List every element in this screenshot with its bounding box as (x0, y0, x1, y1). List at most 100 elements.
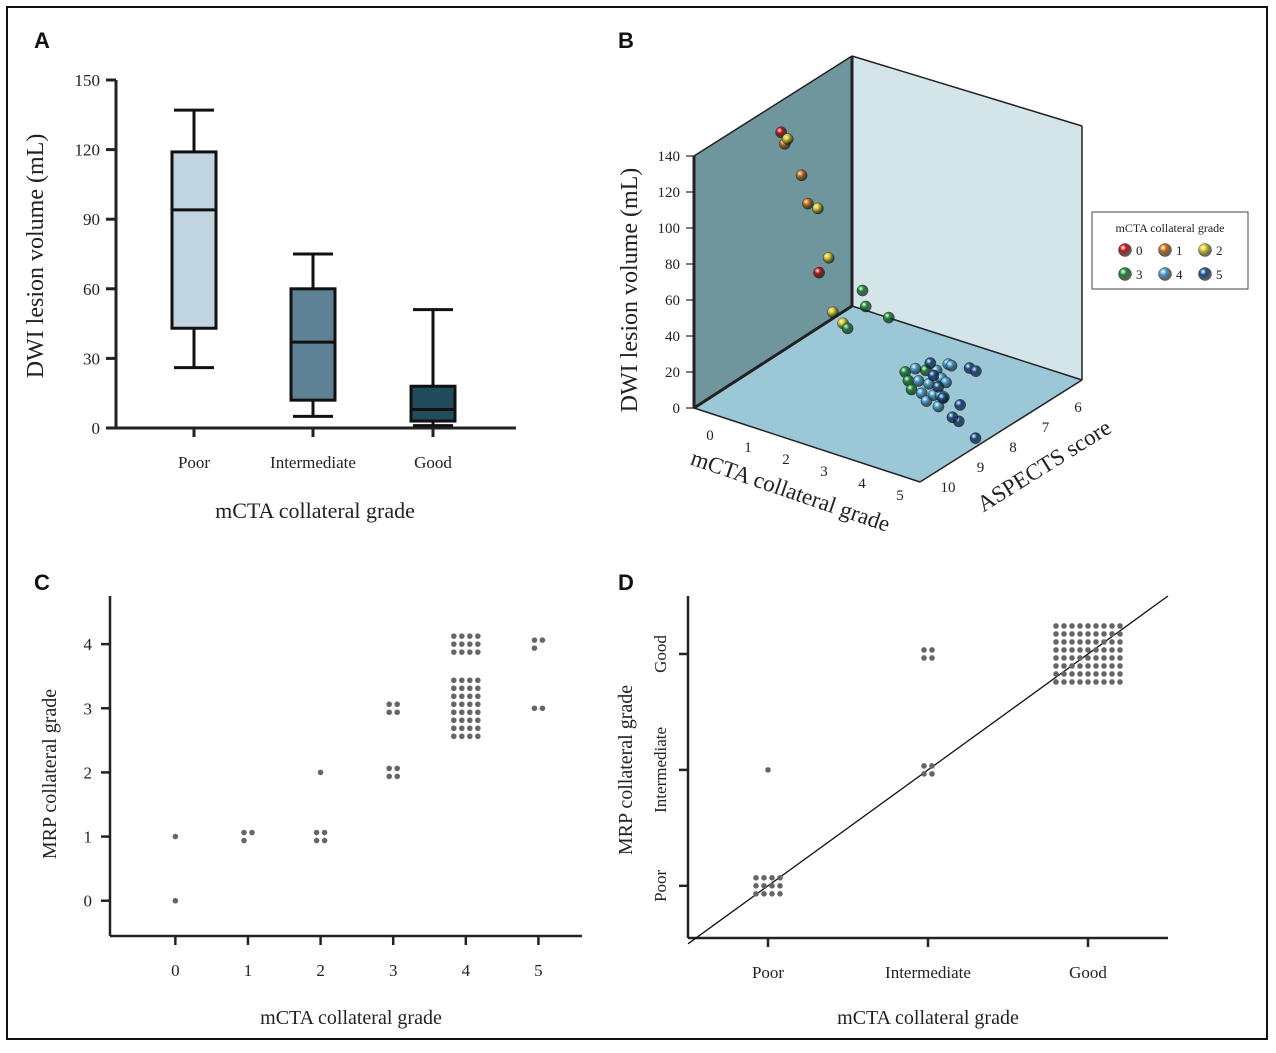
panel-b-point-grade-5 (969, 432, 982, 444)
panel-c-x-tick-label: 4 (462, 961, 471, 980)
panel-c-dot (451, 649, 457, 655)
panel-d-dot (1069, 679, 1075, 685)
panel-b-legend-label: 2 (1216, 243, 1223, 258)
panel-d-dot (1069, 631, 1075, 637)
panel-d-dot (1101, 639, 1107, 645)
panel-b-x-tick-label: 3 (820, 464, 828, 480)
panel-a-y-tick-label: 120 (75, 141, 101, 160)
panel-c-dot (249, 829, 255, 836)
panel-d-dot (921, 647, 927, 653)
panel-c-dot (459, 709, 465, 716)
panel-a-box-body (170, 150, 218, 330)
panel-d-dot (777, 875, 783, 881)
panel-c-dot (467, 633, 473, 639)
panel-a-x-tick-label: Good (414, 453, 452, 472)
panel-c-y-tick-label: 3 (84, 699, 93, 718)
panel-d-y-tick-label: Intermediate (651, 727, 670, 813)
panel-b-x-tick-label: 2 (782, 452, 790, 468)
panel-c-dot (172, 897, 179, 904)
panel-b-legend-marker (1158, 243, 1172, 257)
panel-d-dot (1053, 639, 1059, 645)
panel-a-y-tick-label: 60 (83, 280, 100, 299)
panel-c-dot (241, 837, 247, 844)
panel-b-point-grade-0 (813, 266, 825, 279)
panel-d-dot (1077, 663, 1083, 669)
panel-c-x-tick-label: 1 (244, 961, 253, 980)
panel-d-dot (1117, 631, 1123, 637)
panel-c-dot (459, 677, 465, 684)
panel-c-cluster-0-0 (172, 897, 179, 904)
panel-d-dot (1061, 671, 1067, 677)
panel-d-dot (1101, 647, 1107, 653)
panel-c-cluster-1-1 (241, 829, 255, 844)
panel-b-point-grade-4 (909, 362, 922, 375)
panel-d-dot (1053, 647, 1059, 653)
panel-d-dot (753, 891, 759, 897)
panel-b-point-grade-5 (932, 381, 945, 393)
panel-c-dot (451, 685, 457, 692)
panel-c-x-tick-label: 5 (534, 961, 543, 980)
panel-d-dot (777, 883, 783, 889)
panel-b-left-wall (694, 56, 852, 408)
panel-c-dot (459, 725, 465, 732)
panel-d-dot (921, 771, 927, 777)
panel-d-dot (1101, 671, 1107, 677)
panel-b-point-grade-5 (946, 411, 959, 424)
panel-a-y-tick-label: 30 (83, 349, 100, 368)
panel-c-cluster-2-2 (317, 769, 324, 776)
panel-d-dot (1085, 639, 1091, 645)
panel-c-cluster-5-3 (531, 705, 546, 712)
panel-c-dot (467, 685, 473, 692)
panel-c-dot (539, 637, 546, 643)
panel-c-dot (451, 725, 457, 732)
panel-d-dot (1085, 631, 1091, 637)
panel-d-y-tick-label: Good (651, 635, 670, 673)
panel-c-dot (459, 633, 465, 639)
panel-b-z-tick-label: 100 (658, 221, 681, 237)
panel-d-dot (1109, 663, 1115, 669)
panel-d-dot (1053, 671, 1059, 677)
panel-d-dot (769, 883, 775, 889)
panel-d-dot (929, 763, 935, 769)
panel-c-dot (451, 641, 457, 647)
panel-d-dot (921, 763, 927, 769)
panel-d-dot (1117, 623, 1123, 629)
panel-c-dot (321, 829, 328, 836)
panel-b-y-tick-label: 8 (1009, 440, 1017, 456)
panel-b-point-grade-5 (954, 399, 966, 411)
panel-d-dot (1061, 679, 1067, 685)
panel-b-point-grade-2 (812, 202, 824, 215)
panel-d-dot (1069, 663, 1075, 669)
panel-b-back-wall (852, 56, 1082, 380)
panel-c-dot (531, 705, 538, 712)
panel-c-cluster-0-1 (172, 833, 179, 840)
panel-d-dot (1053, 623, 1059, 629)
panel-c-dot (451, 633, 457, 639)
panel-d-dot (1109, 631, 1115, 637)
panel-b-y-tick-label: 9 (977, 460, 985, 476)
panel-b-point-grade-5 (937, 392, 949, 404)
panel-c-dot (394, 765, 401, 772)
panel-c-dot (451, 709, 457, 716)
panel-d-dot (1109, 639, 1115, 645)
panel-c-dot (467, 733, 473, 740)
panel-a-y-tick-label: 150 (75, 71, 101, 90)
panel-b-point-grade-3 (841, 322, 854, 335)
panel-b-x-tick-label: 0 (706, 428, 714, 444)
panel-d-x-label: mCTA collateral grade (837, 1007, 1019, 1029)
panel-d-dot (929, 771, 935, 777)
panel-d-dot (1077, 671, 1083, 677)
panel-b-box-edges (692, 55, 1083, 483)
panel-d-dot (1061, 647, 1067, 653)
panel-c-x-label: mCTA collateral grade (260, 1007, 442, 1029)
panel-b-legend-marker (1118, 267, 1132, 281)
panel-d-dot (769, 875, 775, 881)
panel-b-z-tick-label: 0 (673, 401, 681, 417)
panel-c-dot (313, 829, 320, 836)
panel-d-dot (1093, 679, 1099, 685)
panel-d-dot (1061, 639, 1067, 645)
panel-b-point-grade-3 (882, 311, 895, 324)
panel-c-cluster-5-4 (531, 637, 546, 651)
panel-d-dot (1069, 647, 1075, 653)
panel-b-legend-title: mCTA collateral grade (1116, 221, 1225, 235)
